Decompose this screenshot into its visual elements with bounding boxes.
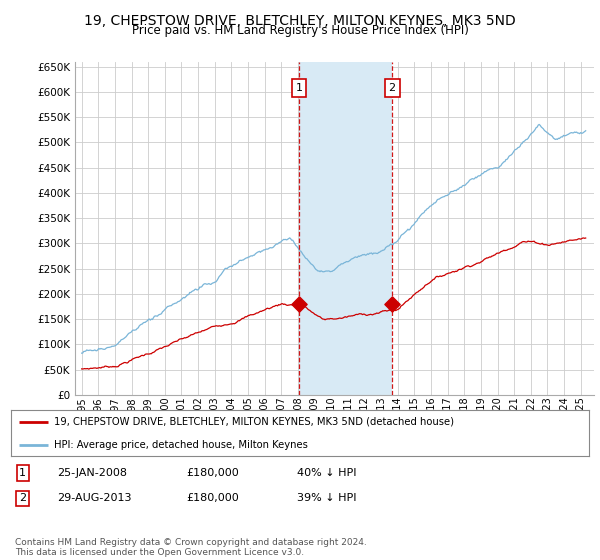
Text: £180,000: £180,000 bbox=[186, 493, 239, 503]
Text: 2: 2 bbox=[19, 493, 26, 503]
Text: 1: 1 bbox=[296, 83, 302, 94]
Text: 25-JAN-2008: 25-JAN-2008 bbox=[57, 468, 127, 478]
Text: £180,000: £180,000 bbox=[186, 468, 239, 478]
Text: 29-AUG-2013: 29-AUG-2013 bbox=[57, 493, 131, 503]
Text: 40% ↓ HPI: 40% ↓ HPI bbox=[297, 468, 356, 478]
Text: 1: 1 bbox=[19, 468, 26, 478]
Text: Price paid vs. HM Land Registry's House Price Index (HPI): Price paid vs. HM Land Registry's House … bbox=[131, 24, 469, 37]
Bar bbox=[299, 62, 392, 395]
Point bbox=[294, 300, 304, 309]
Text: 19, CHEPSTOW DRIVE, BLETCHLEY, MILTON KEYNES, MK3 5ND (detached house): 19, CHEPSTOW DRIVE, BLETCHLEY, MILTON KE… bbox=[54, 417, 454, 427]
Point bbox=[387, 300, 397, 309]
Text: Contains HM Land Registry data © Crown copyright and database right 2024.
This d: Contains HM Land Registry data © Crown c… bbox=[15, 538, 367, 557]
Text: 19, CHEPSTOW DRIVE, BLETCHLEY, MILTON KEYNES, MK3 5ND: 19, CHEPSTOW DRIVE, BLETCHLEY, MILTON KE… bbox=[84, 14, 516, 28]
Text: HPI: Average price, detached house, Milton Keynes: HPI: Average price, detached house, Milt… bbox=[54, 440, 308, 450]
Text: 2: 2 bbox=[388, 83, 395, 94]
Text: 39% ↓ HPI: 39% ↓ HPI bbox=[297, 493, 356, 503]
